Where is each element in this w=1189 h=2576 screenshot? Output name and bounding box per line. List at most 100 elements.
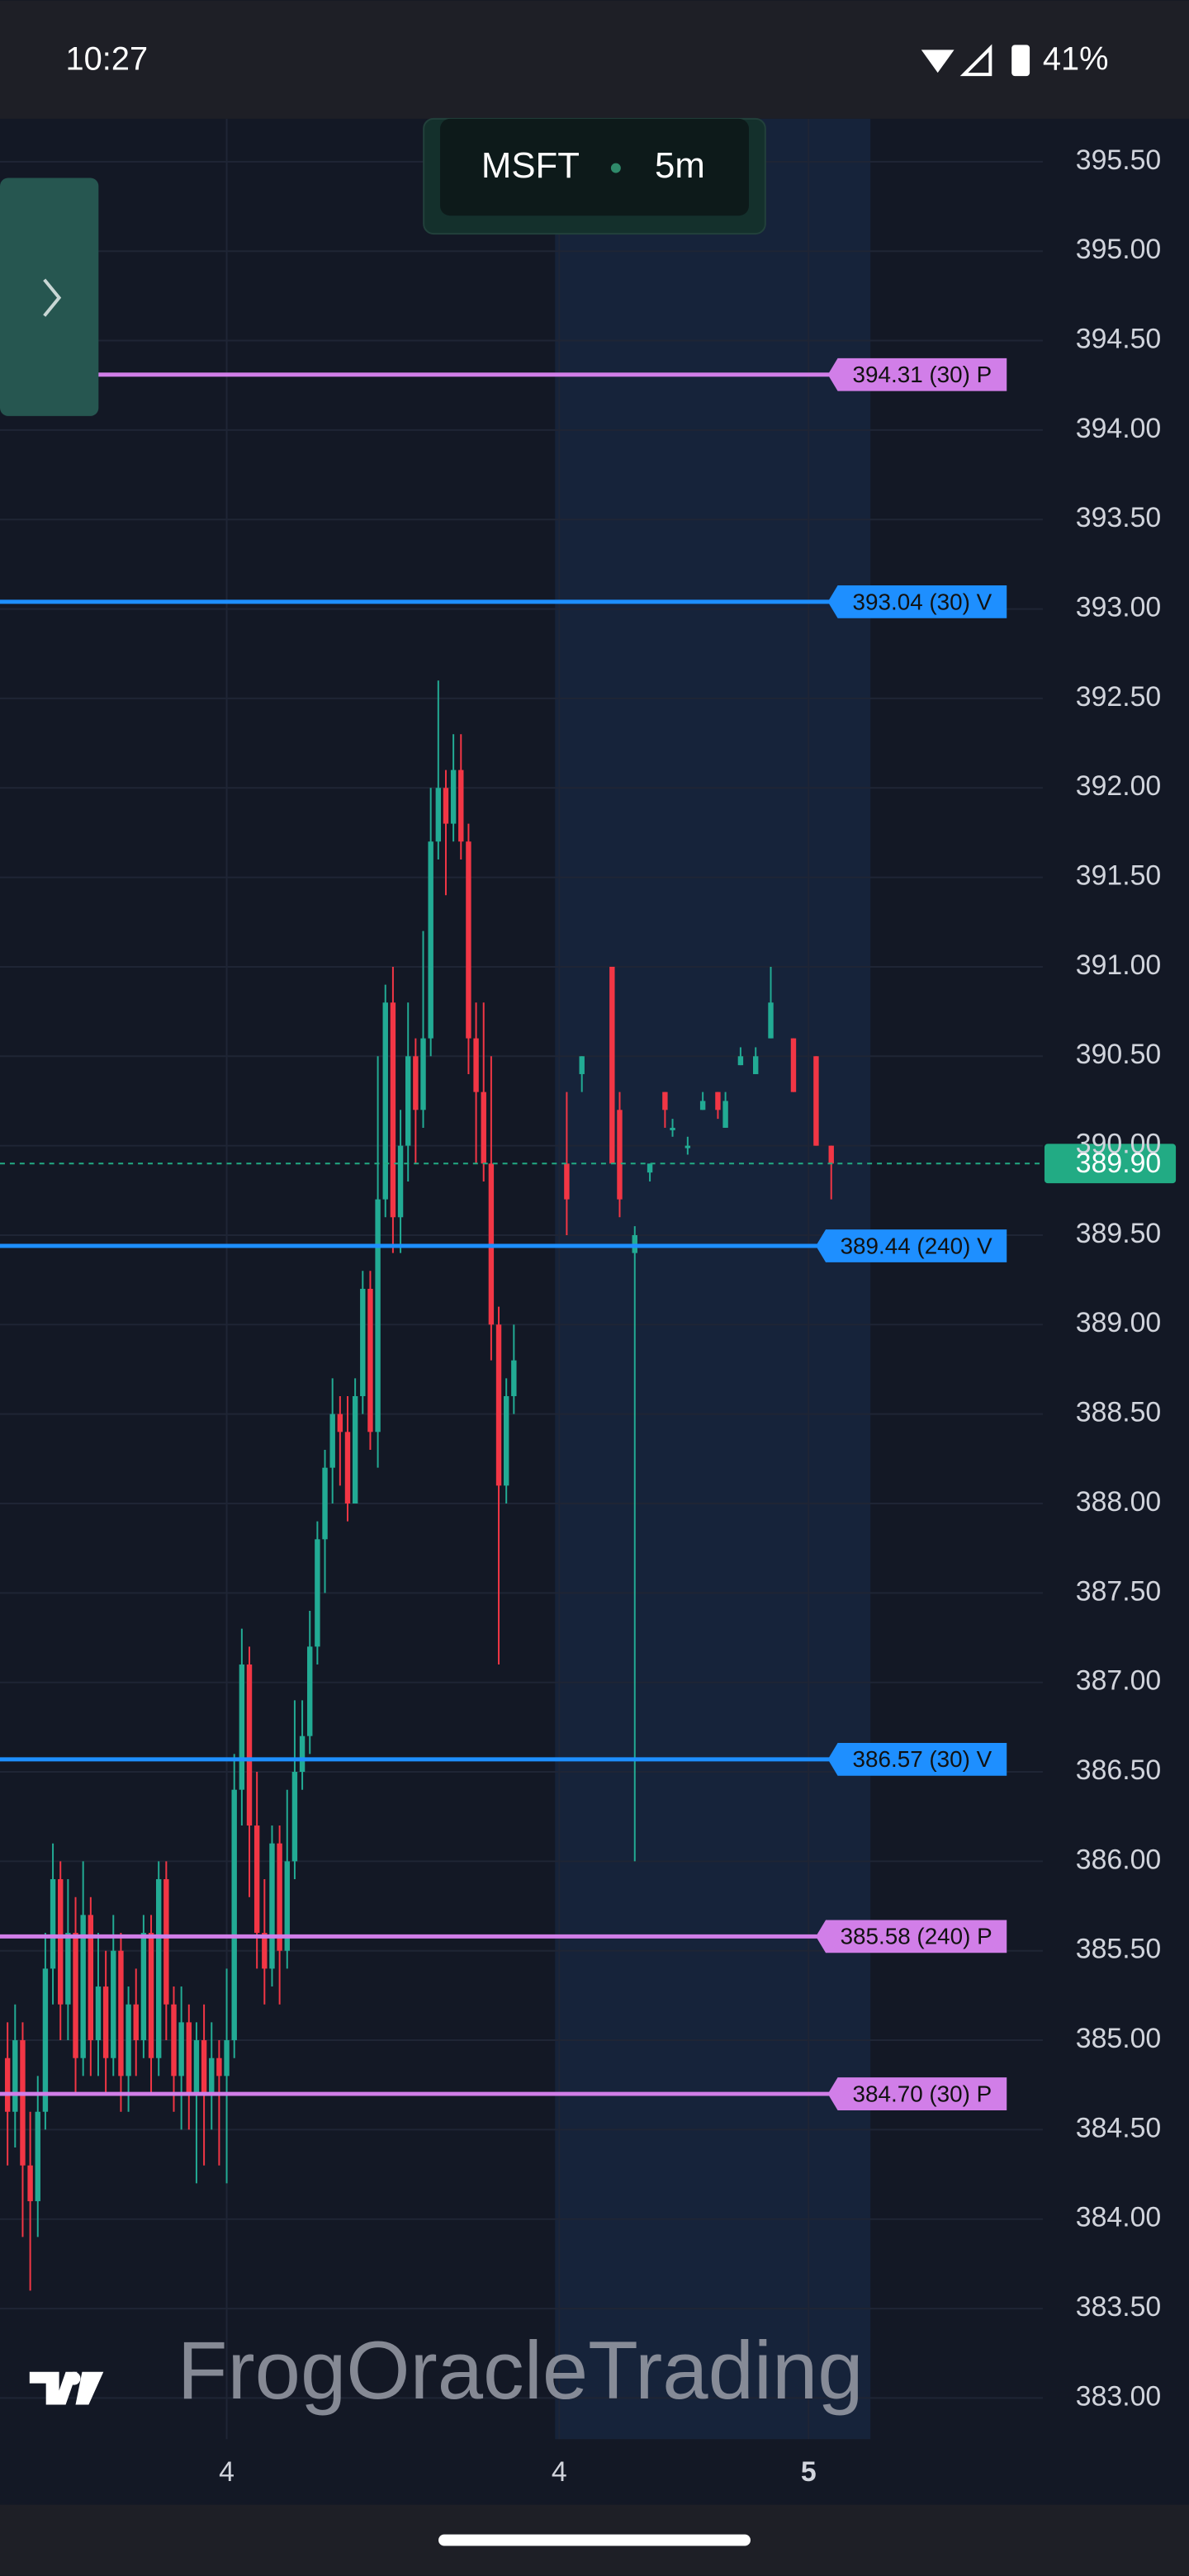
candle-body: [73, 1933, 78, 2058]
candle-body: [685, 1145, 691, 1148]
candle-body: [140, 1933, 147, 2041]
y-tick-label: 387.50: [1076, 1575, 1161, 1607]
candle-body: [405, 1056, 411, 1146]
candle-body: [299, 1735, 306, 1773]
candle-body: [466, 841, 471, 1039]
candle-body: [397, 1145, 404, 1218]
price-axis: 383.00 383.50 384.00 384.50 385.00 385.50 386.…: [219, 144, 1161, 2488]
y-tick-label: 386.50: [1076, 1754, 1161, 1786]
candle-body: [322, 1467, 328, 1540]
candle-body: [443, 788, 449, 824]
candle-body: [118, 1950, 124, 2076]
candle-body: [171, 2004, 177, 2076]
y-tick-label: 385.50: [1076, 1934, 1161, 1965]
candle-body: [88, 1915, 94, 2041]
candle-body: [126, 2004, 131, 2076]
candle-body: [148, 1933, 154, 2058]
x-tick-label: 4: [219, 2456, 234, 2488]
candle-body: [20, 2040, 26, 2166]
candle-body: [390, 1002, 396, 1218]
separator-dot: [610, 163, 621, 173]
candle-body: [360, 1288, 366, 1396]
candle-body: [216, 2057, 222, 2076]
candle-body: [246, 1664, 253, 1826]
candle-body: [42, 1968, 49, 2112]
wifi-icon: [921, 50, 955, 73]
chevron-icon: [43, 278, 62, 317]
y-tick-label: 393.00: [1076, 592, 1161, 623]
candle-body: [58, 1879, 64, 2005]
candle-body: [12, 2040, 18, 2112]
candle-body: [617, 1110, 623, 1200]
candle-body: [413, 1056, 419, 1110]
candle-body: [699, 1101, 706, 1110]
candle-body: [382, 1002, 388, 1200]
y-tick-label: 390.50: [1076, 1039, 1161, 1070]
side-panel-toggle[interactable]: [0, 178, 99, 416]
candle-body: [4, 2057, 11, 2112]
candle-body: [609, 966, 615, 1164]
candle-body: [315, 1539, 320, 1647]
candle-body: [828, 1145, 834, 1164]
candle-body: [186, 2022, 192, 2095]
candle-body: [375, 1199, 381, 1432]
candle-body: [450, 769, 457, 824]
candle-body: [262, 1933, 268, 1969]
level-label: 389.44 (240) V: [841, 1233, 993, 1258]
candle-body: [193, 2040, 200, 2095]
levels: 394.31 (30) P 393.04 (30) V 389.44 (240) V…: [0, 358, 1177, 2110]
candle-body: [503, 1395, 509, 1486]
candle-body: [511, 1360, 517, 1396]
battery-icon: [1011, 45, 1030, 77]
y-tick-label: 384.50: [1076, 2112, 1161, 2143]
candle-body: [662, 1091, 668, 1110]
candle-body: [80, 1915, 86, 2058]
level-tag: [827, 1742, 1007, 1776]
y-tick-label: 393.50: [1076, 502, 1161, 533]
candle-body: [209, 2057, 215, 2095]
candle-body: [155, 1879, 162, 2058]
x-tick-label: 4: [552, 2456, 567, 2488]
tv-logo: [29, 2371, 104, 2405]
symbol-pill-inner: [440, 118, 749, 216]
candle-body: [50, 1879, 56, 1969]
battery-level: 41%: [1043, 41, 1109, 78]
interval: 5m: [655, 145, 705, 186]
level-label: 384.70 (30) P: [853, 2081, 992, 2106]
candle-body: [291, 1772, 298, 1862]
candle-body: [352, 1395, 358, 1503]
level-tag: [827, 585, 1007, 618]
y-tick-label: 390.00: [1076, 1129, 1161, 1160]
candle-body: [428, 841, 433, 1039]
candle-body: [231, 1789, 237, 2041]
candle-body: [344, 1432, 351, 1503]
y-tick-label: 395.00: [1076, 234, 1161, 265]
level-label: 393.04 (30) V: [853, 589, 992, 614]
candle-body: [753, 1056, 759, 1074]
candle-body: [768, 1002, 774, 1039]
candle-body: [111, 1950, 116, 2058]
y-tick-label: 383.00: [1076, 2380, 1161, 2412]
y-tick-label: 395.50: [1076, 144, 1161, 176]
candle-body: [269, 1843, 275, 1969]
candle-body: [715, 1091, 721, 1110]
level-label: 394.31 (30) P: [853, 362, 992, 387]
candle-body: [102, 1986, 109, 2058]
candle-body: [435, 788, 442, 842]
candle-body: [367, 1288, 373, 1432]
candle-body: [253, 1825, 260, 1934]
home-indicator[interactable]: [438, 2534, 751, 2546]
candle-body: [27, 2165, 33, 2202]
level-tag: [816, 1229, 1007, 1262]
candle-body: [579, 1056, 585, 1074]
candle-body: [813, 1056, 819, 1146]
candle-body: [35, 2111, 40, 2202]
y-tick-label: 388.50: [1076, 1397, 1161, 1428]
candle-body: [239, 1664, 245, 1790]
candle-body: [495, 1324, 502, 1486]
candle-body: [722, 1101, 728, 1128]
candle-body: [481, 1091, 486, 1164]
y-tick-label: 385.00: [1076, 2023, 1161, 2054]
tv-logo-dot: [67, 2371, 81, 2385]
